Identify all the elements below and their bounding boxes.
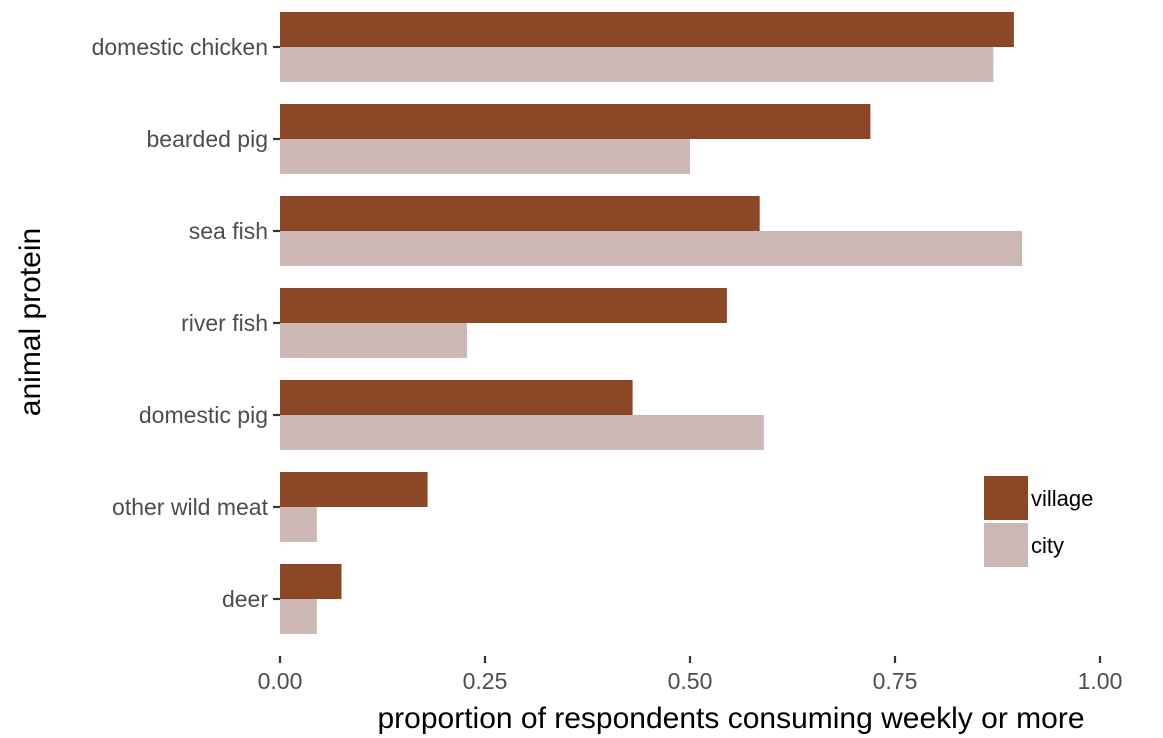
- x-axis-title: proportion of respondents consuming week…: [377, 702, 1084, 735]
- y-tick-label-sea-fish: sea fish: [189, 218, 268, 244]
- bar-city-domestic-chicken: [280, 47, 994, 82]
- y-tick-label-deer: deer: [222, 586, 268, 612]
- y-tick-label-other-wild-meat: other wild meat: [112, 494, 269, 520]
- bar-village-river-fish: [280, 288, 727, 323]
- legend-label-city: city: [1031, 533, 1064, 558]
- y-axis-title: animal protein: [14, 228, 47, 416]
- x-tick-label-4: 1.00: [1078, 668, 1123, 694]
- bar-city-sea-fish: [280, 231, 1023, 266]
- x-tick-label-2: 0.50: [668, 668, 713, 694]
- y-tick-label-river-fish: river fish: [181, 310, 268, 336]
- bar-village-domestic-pig: [280, 380, 633, 415]
- y-tick-label-domestic-chicken: domestic chicken: [92, 34, 268, 60]
- x-tick-label-3: 0.75: [873, 668, 918, 694]
- bar-village-deer: [280, 564, 342, 599]
- legend-key-city: [984, 523, 1028, 567]
- bar-village-bearded-pig: [280, 104, 871, 139]
- bar-village-other-wild-meat: [280, 472, 428, 507]
- bar-city-other-wild-meat: [280, 507, 317, 542]
- y-tick-label-domestic-pig: domestic pig: [139, 402, 268, 428]
- legend-key-village: [984, 476, 1028, 520]
- x-tick-label-1: 0.25: [463, 668, 508, 694]
- bar-city-deer: [280, 599, 317, 634]
- x-tick-label-0: 0.00: [258, 668, 303, 694]
- bar-city-domestic-pig: [280, 415, 764, 450]
- y-axis: domestic chicken bearded pig sea fish river…: [92, 34, 280, 612]
- legend: village city: [984, 476, 1093, 567]
- bar-village-sea-fish: [280, 196, 760, 231]
- bar-village-domestic-chicken: [280, 12, 1014, 47]
- bar-city-bearded-pig: [280, 139, 690, 174]
- x-axis: 0.00 0.25 0.50 0.75 1.00: [258, 656, 1123, 694]
- bars-layer: [280, 12, 1023, 634]
- legend-label-village: village: [1031, 486, 1093, 511]
- bar-city-river-fish: [280, 323, 467, 358]
- y-tick-label-bearded-pig: bearded pig: [147, 126, 269, 152]
